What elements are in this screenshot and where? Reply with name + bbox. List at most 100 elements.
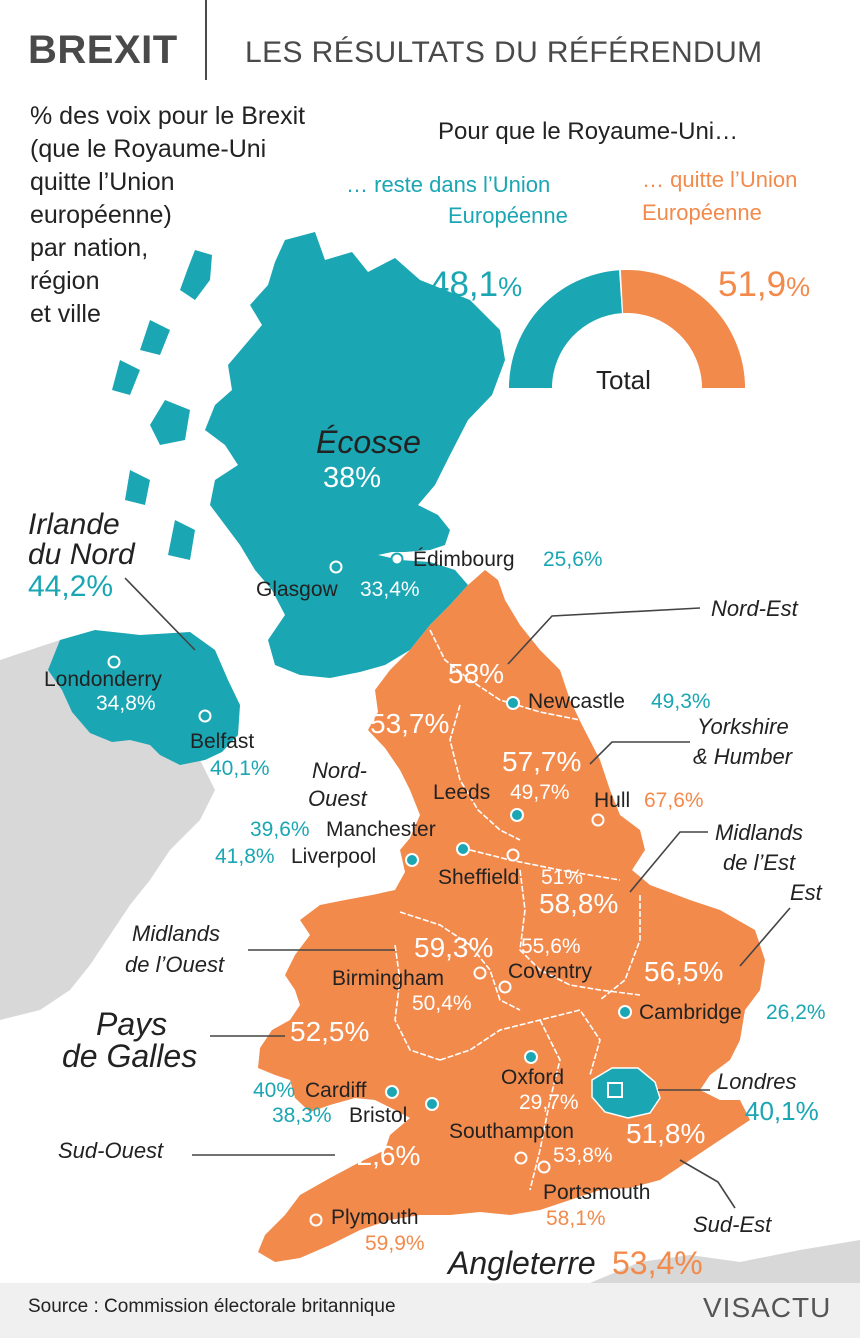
marker-sheffield (506, 848, 520, 862)
city-plymouth-value: 59,9% (365, 1232, 425, 1255)
total-label: Total (596, 365, 651, 395)
marker-southampton (514, 1151, 528, 1165)
region-midlands-ouest-name-2: de l’Ouest (125, 952, 225, 977)
city-oxford-name: Oxford (501, 1066, 565, 1089)
city-birmingham-name: Birmingham (332, 967, 445, 990)
marker-manchester (456, 842, 470, 856)
city-cambridge-name: Cambridge (639, 1001, 742, 1024)
header-subtitle: LES RÉSULTATS DU RÉFÉRENDUM (245, 36, 763, 69)
city-glasgow-name: Glasgow (256, 578, 338, 601)
region-londres-value: 40,1% (745, 1096, 819, 1126)
city-cardiff-value: 40% (253, 1079, 296, 1102)
irlande-value: 44,2% (28, 570, 114, 603)
city-leeds-value: 49,7% (510, 781, 570, 804)
city-newcastle-value: 49,3% (651, 690, 711, 713)
region-est-name: Est (790, 880, 822, 905)
city-liverpool-value: 41,8% (215, 845, 275, 868)
leave-label-line2: Européenne (642, 200, 762, 225)
irlande-name-1: Irlande (28, 508, 120, 541)
pays-de-galles-value: 52,5% (290, 1016, 370, 1047)
region-yorkshire-value: 57,7% (502, 746, 582, 777)
city-glasgow-value: 33,4% (360, 578, 420, 601)
marker-belfast (198, 709, 212, 723)
visactu-logo: VISACTU (703, 1292, 832, 1323)
city-manchester-value: 39,6% (250, 818, 310, 841)
total-heading: Pour que le Royaume-Uni… (438, 118, 739, 145)
city-sheffield-value: 51% (541, 866, 584, 889)
city-belfast-name: Belfast (190, 730, 255, 753)
marker-glasgow (329, 560, 343, 574)
remain-label-line1: … reste dans l’Union (346, 172, 551, 197)
marker-coventry (498, 980, 512, 994)
city-liverpool-name: Liverpool (291, 845, 377, 868)
marker-hull (591, 813, 605, 827)
angleterre-value: 53,4% (612, 1245, 703, 1281)
remain-total-value: 48,1% (430, 265, 523, 304)
marker-liverpool (405, 853, 419, 867)
intro-text: % des voix pour le Brexit (que le Royaum… (30, 102, 306, 328)
region-nord-ouest-name-1: Nord- (312, 758, 368, 783)
city-leeds-name: Leeds (433, 781, 491, 804)
region-borders (394, 629, 641, 1191)
city-coventry-name: Coventry (508, 960, 593, 983)
france-land (590, 1240, 860, 1283)
region-sud-est-name: Sud-Est (693, 1212, 772, 1237)
header-divider (205, 0, 207, 80)
region-nord-est-name: Nord-Est (711, 596, 798, 621)
city-southampton-value: 53,8% (553, 1144, 613, 1167)
region-sud-ouest-name: Sud-Ouest (58, 1138, 164, 1163)
city-belfast-value: 40,1% (210, 757, 270, 780)
region-midlands-est-value: 58,8% (539, 888, 619, 919)
city-markers (107, 552, 632, 1227)
marker-portsmouth (537, 1160, 551, 1174)
region-londres-name: Londres (717, 1069, 797, 1094)
pays-de-galles-name-2: de Galles (62, 1038, 198, 1074)
ecosse-value: 38% (323, 462, 382, 494)
city-birmingham-value: 50,4% (412, 992, 472, 1015)
region-midlands-est-name-1: Midlands (715, 820, 804, 845)
region-est-value: 56,5% (644, 956, 724, 987)
marker-oxford (524, 1050, 538, 1064)
region-nord-ouest-value: 53,7% (370, 708, 450, 739)
city-southampton-name: Southampton (449, 1120, 574, 1143)
region-yorkshire-name-1: Yorkshire (697, 714, 789, 739)
irlande-name-2: du Nord (28, 538, 135, 571)
leader-lines (124, 577, 791, 1209)
city-bristol-name: Bristol (349, 1104, 408, 1127)
marker-cardiff (385, 1085, 399, 1099)
region-sud-ouest-value: 52,6% (341, 1140, 421, 1171)
city-portsmouth-value: 58,1% (546, 1207, 606, 1230)
marker-newcastle (506, 696, 520, 710)
region-sud-est-value: 51,8% (626, 1118, 706, 1149)
region-nord-est-value: 58% (448, 658, 505, 689)
city-londonderry-value: 34,8% (96, 692, 156, 715)
footer-bar (0, 1283, 860, 1338)
marker-birmingham (473, 966, 487, 980)
city-cambridge-value: 26,2% (766, 1001, 826, 1024)
marker-leeds (510, 808, 524, 822)
city-newcastle-name: Newcastle (528, 690, 625, 713)
city-coventry-value: 55,6% (521, 935, 581, 958)
marker-londonderry (107, 655, 121, 669)
ecosse-name: Écosse (316, 424, 421, 460)
pays-de-galles-name-1: Pays (96, 1006, 168, 1042)
city-edimbourg-value: 25,6% (543, 548, 603, 571)
region-midlands-ouest-value: 59,3% (414, 932, 494, 963)
region-midlands-est-name-2: de l’Est (723, 850, 796, 875)
leave-label-line1: … quitte l’Union (642, 167, 798, 192)
londres-shape (591, 1067, 661, 1119)
irlande-du-nord-shape (48, 630, 240, 765)
marker-bristol (425, 1097, 439, 1111)
region-nord-ouest-name-2: Ouest (308, 786, 367, 811)
londres-marker (607, 1082, 623, 1098)
city-hull-value: 67,6% (644, 789, 704, 812)
remain-label-line2: Européenne (448, 203, 568, 228)
ecosse-shape (205, 232, 505, 678)
city-hull-name: Hull (594, 789, 631, 812)
marker-plymouth (309, 1213, 323, 1227)
angleterre-name: Angleterre (448, 1245, 596, 1281)
city-londonderry-name: Londonderry (44, 668, 162, 691)
marker-cambridge (618, 1005, 632, 1019)
